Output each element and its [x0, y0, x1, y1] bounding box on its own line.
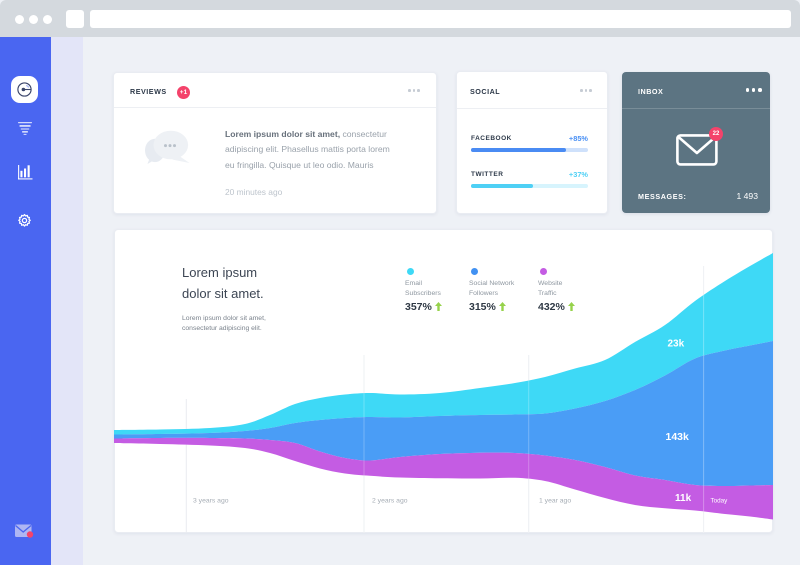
svg-text:23k: 23k — [668, 339, 685, 350]
svg-text:1 year ago: 1 year ago — [539, 498, 571, 505]
svg-text:143k: 143k — [666, 431, 690, 443]
svg-text:2 years ago: 2 years ago — [372, 498, 408, 505]
svg-text:11k: 11k — [675, 493, 692, 504]
svg-text:3 years ago: 3 years ago — [193, 498, 229, 505]
svg-text:Today: Today — [711, 498, 729, 505]
